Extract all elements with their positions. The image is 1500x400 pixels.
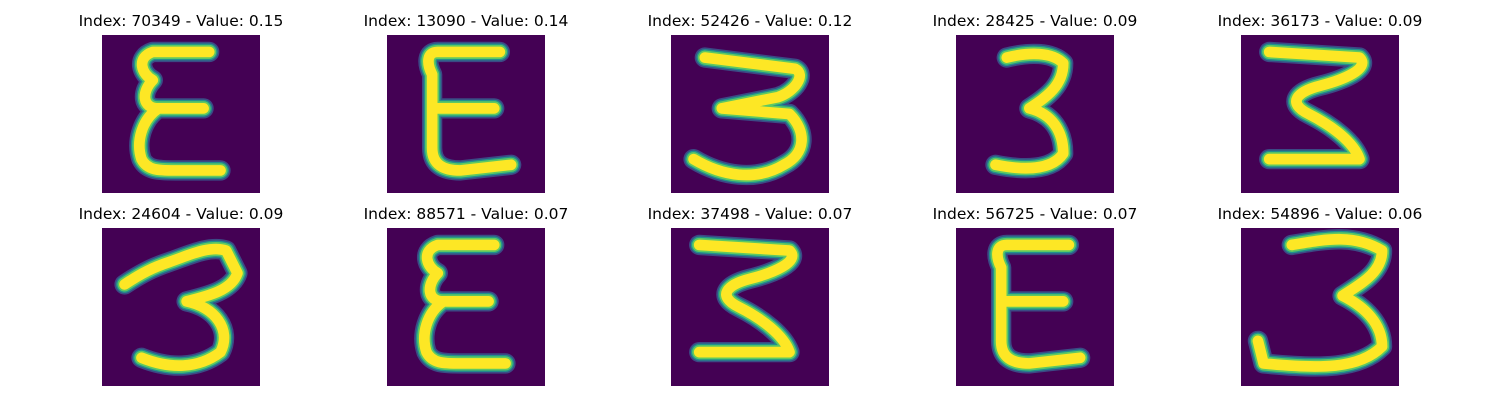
glyph-stroke-3 <box>693 239 798 358</box>
digit-image <box>671 35 829 193</box>
panel-title: Index: 54896 - Value: 0.06 <box>1217 205 1423 223</box>
digit-image <box>387 228 545 386</box>
glyph-stroke-3 <box>990 48 1069 174</box>
digit-image <box>102 228 260 386</box>
panel-title: Index: 70349 - Value: 0.15 <box>78 12 284 30</box>
glyph-stroke-3 <box>992 239 1086 369</box>
glyph-stroke-3 <box>423 46 517 176</box>
panel-title: Index: 56725 - Value: 0.07 <box>932 205 1138 223</box>
glyph-stroke-3 <box>134 46 226 176</box>
glyph-stroke-3 <box>419 239 511 369</box>
glyph-stroke-3 <box>119 243 243 371</box>
digit-image <box>1241 228 1399 386</box>
digit-image <box>956 35 1114 193</box>
digit-image <box>671 228 829 386</box>
glyph-stroke-3 <box>688 52 807 181</box>
glyph-stroke-3 <box>1263 46 1368 165</box>
panel-title: Index: 28425 - Value: 0.09 <box>932 12 1138 30</box>
digit-image <box>387 35 545 193</box>
digit-image <box>956 228 1114 386</box>
panel-title: Index: 36173 - Value: 0.09 <box>1217 12 1423 30</box>
panel-title: Index: 37498 - Value: 0.07 <box>647 205 853 223</box>
panel-title: Index: 88571 - Value: 0.07 <box>363 205 569 223</box>
digit-image <box>102 35 260 193</box>
panel-title: Index: 24604 - Value: 0.09 <box>78 205 284 223</box>
panel-title: Index: 52426 - Value: 0.12 <box>647 12 853 30</box>
digit-image <box>1241 35 1399 193</box>
glyph-stroke-3 <box>1252 233 1388 372</box>
panel-title: Index: 13090 - Value: 0.14 <box>363 12 569 30</box>
